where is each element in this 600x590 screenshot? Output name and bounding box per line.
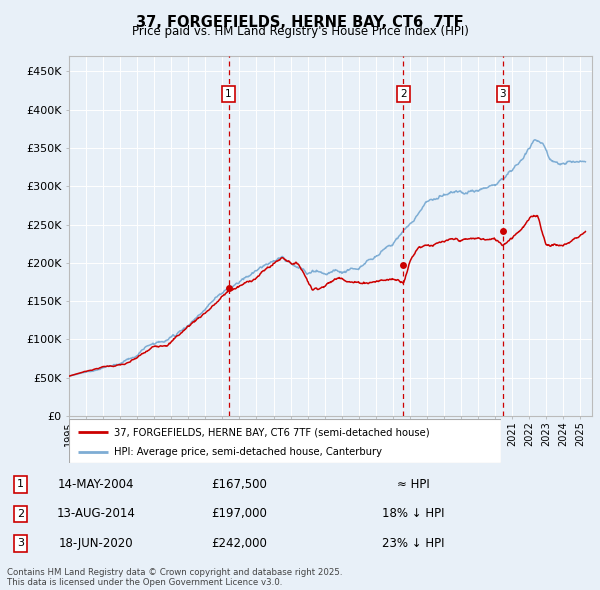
Text: 3: 3 [17,539,24,548]
Text: £242,000: £242,000 [211,537,267,550]
Text: Contains HM Land Registry data © Crown copyright and database right 2025.
This d: Contains HM Land Registry data © Crown c… [7,568,343,587]
Text: £197,000: £197,000 [211,507,267,520]
Text: 18% ↓ HPI: 18% ↓ HPI [382,507,445,520]
Text: 13-AUG-2014: 13-AUG-2014 [57,507,136,520]
Text: £167,500: £167,500 [211,478,267,491]
Text: 3: 3 [500,89,506,99]
Text: ≈ HPI: ≈ HPI [397,478,430,491]
Text: 23% ↓ HPI: 23% ↓ HPI [382,537,445,550]
Text: 2: 2 [400,89,407,99]
Text: 2: 2 [17,509,24,519]
Text: 37, FORGEFIELDS, HERNE BAY, CT6  7TF: 37, FORGEFIELDS, HERNE BAY, CT6 7TF [136,15,464,30]
Text: HPI: Average price, semi-detached house, Canterbury: HPI: Average price, semi-detached house,… [115,447,382,457]
FancyBboxPatch shape [69,419,501,463]
Text: 1: 1 [226,89,232,99]
Text: 18-JUN-2020: 18-JUN-2020 [59,537,134,550]
Text: Price paid vs. HM Land Registry's House Price Index (HPI): Price paid vs. HM Land Registry's House … [131,25,469,38]
Text: 37, FORGEFIELDS, HERNE BAY, CT6 7TF (semi-detached house): 37, FORGEFIELDS, HERNE BAY, CT6 7TF (sem… [115,427,430,437]
Text: 1: 1 [17,480,24,489]
Text: 14-MAY-2004: 14-MAY-2004 [58,478,134,491]
